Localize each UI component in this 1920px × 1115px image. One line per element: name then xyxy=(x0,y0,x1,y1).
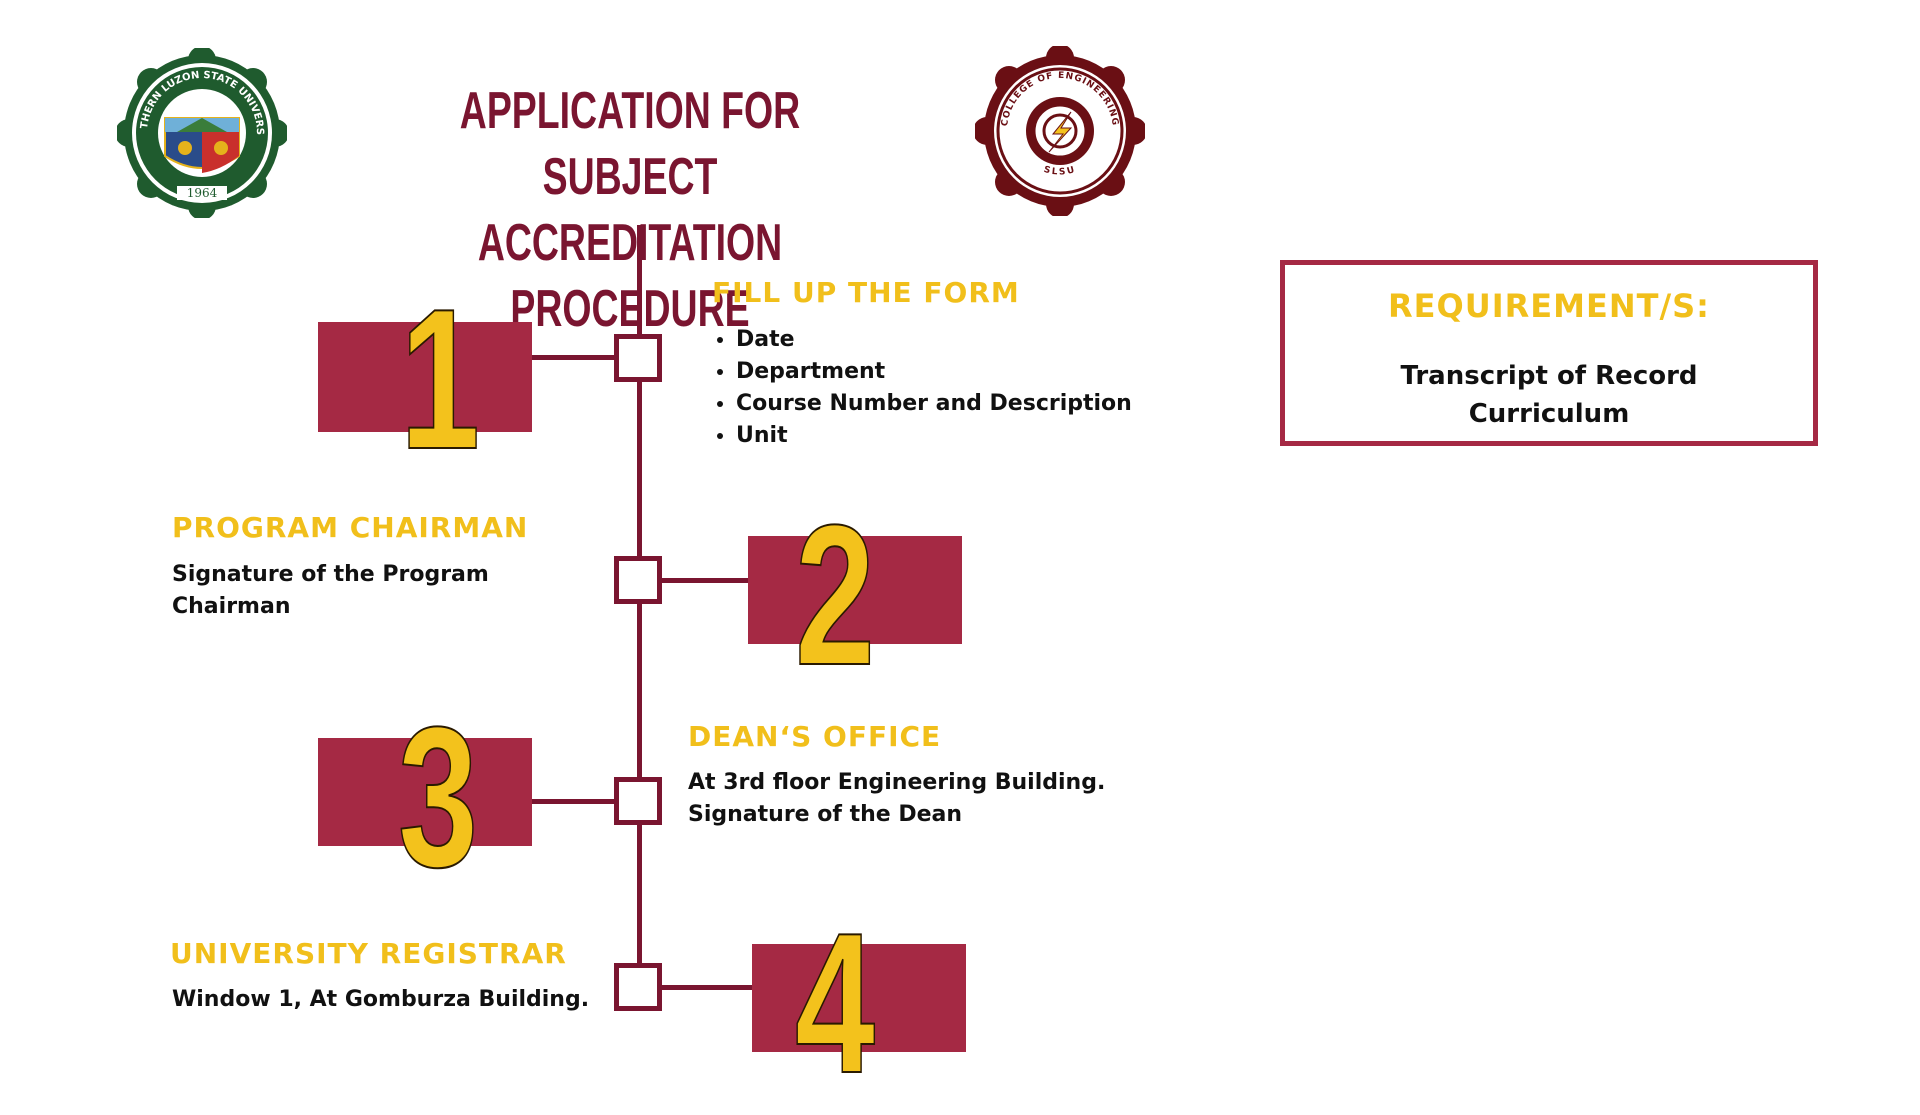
requirements-heading: REQUIREMENT/S: xyxy=(1388,287,1710,325)
svg-text:1964: 1964 xyxy=(187,186,218,200)
step-1-number-box xyxy=(318,322,532,432)
title-line-1: APPLICATION FOR SUBJECT xyxy=(459,82,801,206)
step-4-heading: UNIVERSITY REGISTRAR xyxy=(170,937,567,970)
college-of-engineering-logo: COLLEGE OF ENGINEERING SLSU xyxy=(973,44,1147,218)
step-4-number-box xyxy=(752,944,966,1052)
step-4-line-1: Window 1, At Gomburza Building. xyxy=(172,987,590,1012)
svg-text:SLSU: SLSU xyxy=(1043,165,1078,178)
page-title: APPLICATION FOR SUBJECT ACCREDITATION PR… xyxy=(414,78,846,342)
step-3-line-1: At 3rd floor Engineering Building. xyxy=(688,770,1106,795)
list-item: Unit xyxy=(736,420,1132,452)
list-item: Course Number and Description xyxy=(736,388,1132,420)
step-2-text: Signature of the Program Chairman xyxy=(172,559,489,623)
step-2-connector xyxy=(662,578,748,583)
list-item: Department xyxy=(736,356,1132,388)
step-1-list: Date Department Course Number and Descri… xyxy=(712,324,1132,452)
step-2-node xyxy=(614,556,662,604)
step-3-connector xyxy=(532,799,616,804)
step-1-connector xyxy=(532,355,616,360)
slsu-seal-logo: SOUTHERN LUZON STATE UNIVERSITY 1964 xyxy=(112,40,289,220)
step-2-line-2: Chairman xyxy=(172,594,291,619)
step-3-node xyxy=(614,777,662,825)
step-1-heading: FILL UP THE FORM xyxy=(712,276,1020,309)
requirement-item: Transcript of Record xyxy=(1400,361,1698,391)
step-2-heading: PROGRAM CHAIRMAN xyxy=(172,511,529,544)
step-4-node xyxy=(614,963,662,1011)
step-3-line-2: Signature of the Dean xyxy=(688,802,963,827)
step-1-number: 1 xyxy=(399,268,481,491)
step-4-connector xyxy=(662,985,752,990)
requirements-list: Transcript of Record Curriculum xyxy=(1285,357,1813,433)
step-3-text: At 3rd floor Engineering Building. Signa… xyxy=(688,767,1105,831)
step-3-number-box xyxy=(318,738,532,846)
step-2-number-box xyxy=(748,536,962,644)
step-2-number: 2 xyxy=(794,484,876,707)
title-line-2: ACCREDITATION PROCEDURE xyxy=(477,214,783,338)
list-item: Date xyxy=(736,324,1132,356)
step-3-heading: DEAN‘S OFFICE xyxy=(688,720,942,753)
step-1-node xyxy=(614,334,662,382)
step-4-number: 4 xyxy=(794,892,876,1115)
requirements-box: REQUIREMENT/S: Transcript of Record Curr… xyxy=(1280,260,1818,446)
step-2-line-1: Signature of the Program xyxy=(172,562,489,587)
requirement-item: Curriculum xyxy=(1468,399,1630,429)
step-4-text: Window 1, At Gomburza Building. xyxy=(172,984,589,1016)
step-3-number: 3 xyxy=(397,686,479,909)
